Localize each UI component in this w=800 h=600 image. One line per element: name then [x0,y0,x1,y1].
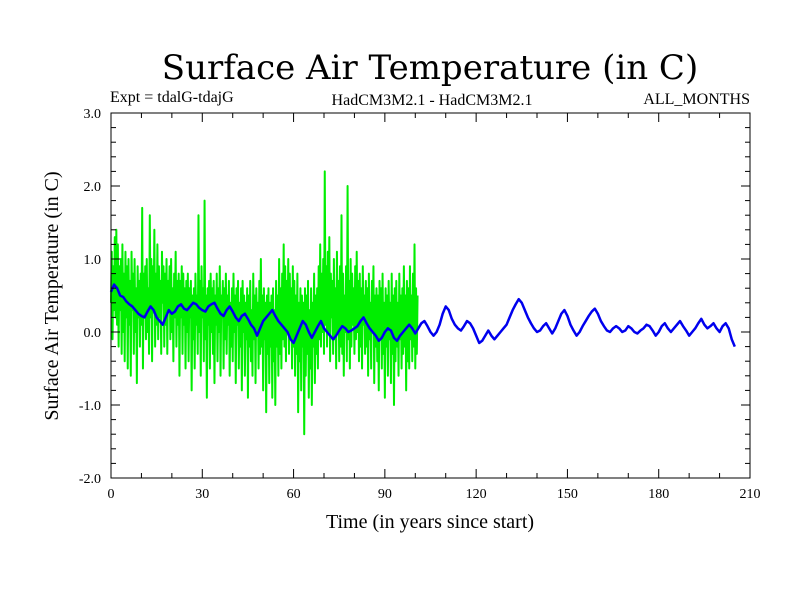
y-tick-label: -1.0 [79,399,101,414]
y-tick-label: 0.0 [84,326,102,341]
x-tick-label: 30 [195,487,209,502]
y-axis-label: Surface Air Temperature (in C) [41,171,63,420]
y-tick-label: 2.0 [84,180,102,195]
plot-frame [110,112,751,479]
series-line-monthly [110,170,419,436]
plot-series [109,170,736,436]
x-tick-label: 60 [287,487,301,502]
y-tick-label: 3.0 [84,107,102,122]
axis-ticks: 0 30 60 90 120 150 180 210 -2.0 -1.0 0.0 1.0 2.0 3.0 [79,107,761,502]
subtitle-center: HadCM3M2.1 - HadCM3M2.1 [332,92,533,109]
chart-title: Surface Air Temperature (in C) [162,48,698,88]
x-tick-label: 180 [648,487,669,502]
x-tick-label: 0 [108,487,115,502]
x-tick-label: 120 [466,487,487,502]
x-tick-label: 150 [557,487,578,502]
subtitle-right: ALL_MONTHS [643,91,750,108]
x-tick-label: 210 [740,487,761,502]
x-axis-label: Time (in years since start) [326,511,534,533]
series-line-running-mean [109,283,736,348]
subtitle-left: Expt = tdalG-tdajG [110,89,234,106]
x-tick-label: 90 [378,487,392,502]
y-tick-label: 1.0 [84,253,102,268]
y-tick-label: -2.0 [79,472,101,487]
